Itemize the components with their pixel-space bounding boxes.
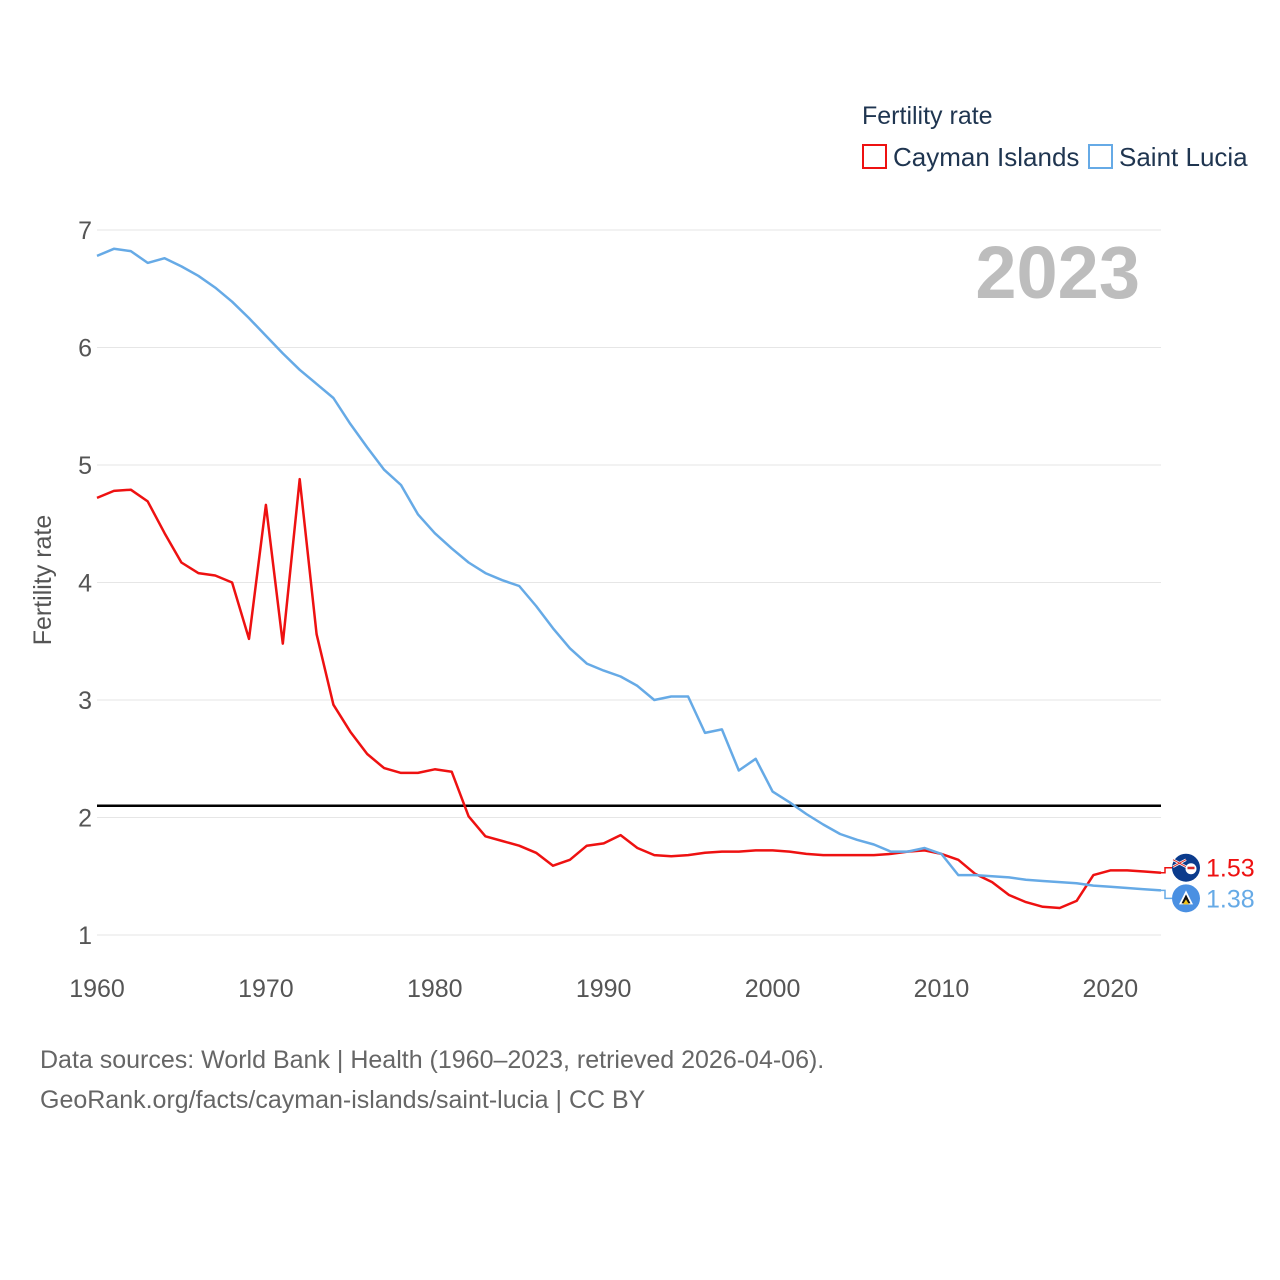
- end-value-saint-lucia: 1.38: [1206, 885, 1255, 913]
- x-axis-ticks: 1960 1970 1980 1990 2000 2010 2020: [69, 975, 1138, 1003]
- legend-label-cayman-islands: Cayman Islands: [893, 142, 1079, 172]
- end-value-cayman-islands: 1.53: [1206, 855, 1255, 883]
- y-tick-label: 1: [78, 922, 92, 950]
- y-tick-label: 5: [78, 452, 92, 480]
- end-connector-saint-lucia: [1161, 889, 1172, 900]
- y-tick-label: 4: [78, 570, 92, 598]
- flag-saint-lucia-icon: [1172, 884, 1200, 913]
- data-sources-text: Data sources: World Bank | Health (1960–…: [40, 1046, 825, 1074]
- year-watermark: 2023: [975, 231, 1140, 314]
- footer: Data sources: World Bank | Health (1960–…: [40, 1040, 1240, 1120]
- y-axis-ticks: 1 2 3 4 5 6 7: [78, 217, 92, 950]
- x-tick-label: 1980: [407, 975, 463, 1003]
- source-url-text: GeoRank.org/facts/cayman-islands/saint-l…: [40, 1086, 646, 1114]
- x-tick-label: 1960: [69, 975, 125, 1003]
- end-connector-cayman-islands: [1161, 866, 1172, 874]
- x-tick-label: 1990: [576, 975, 632, 1003]
- series-line-saint-lucia: [96, 247, 1162, 892]
- x-tick-label: 1970: [238, 975, 294, 1003]
- legend-swatch-saint-lucia: [1088, 144, 1113, 169]
- y-tick-label: 7: [78, 217, 92, 245]
- legend-swatch-cayman-islands: [862, 144, 887, 169]
- series-line-cayman-islands: [96, 477, 1162, 910]
- legend-title: Fertility rate: [862, 102, 993, 130]
- x-tick-label: 2000: [745, 975, 801, 1003]
- x-tick-label: 2020: [1083, 975, 1139, 1003]
- flag-cayman-islands-icon: [1172, 853, 1200, 882]
- legend-label-saint-lucia: Saint Lucia: [1119, 142, 1248, 172]
- series-lines: [96, 247, 1162, 910]
- y-tick-label: 3: [78, 687, 92, 715]
- x-tick-label: 2010: [914, 975, 970, 1003]
- legend: Cayman Islands Saint Lucia: [862, 142, 1248, 172]
- y-axis-title: Fertility rate: [29, 515, 57, 646]
- end-markers: 1.531.38: [1161, 853, 1255, 913]
- y-tick-label: 2: [78, 805, 92, 833]
- y-tick-label: 6: [78, 335, 92, 363]
